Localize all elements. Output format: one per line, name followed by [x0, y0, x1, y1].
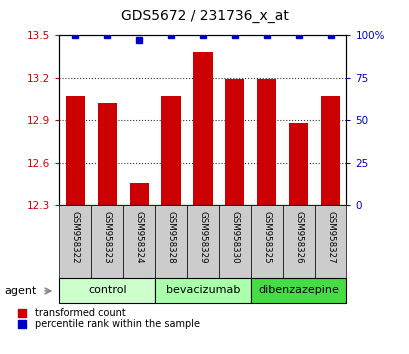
Bar: [129, 183, 148, 205]
Text: GSM958324: GSM958324: [134, 211, 143, 264]
Text: GSM958330: GSM958330: [230, 211, 239, 264]
Bar: [218, 205, 250, 278]
Bar: [282, 205, 314, 278]
Bar: [66, 96, 85, 205]
Bar: [193, 52, 212, 205]
Legend: transformed count, percentile rank within the sample: transformed count, percentile rank withi…: [12, 308, 199, 330]
Text: bevacizumab: bevacizumab: [165, 285, 240, 295]
Bar: [256, 79, 276, 205]
Bar: [187, 205, 218, 278]
Bar: [250, 278, 346, 303]
Bar: [320, 96, 339, 205]
Text: GSM958325: GSM958325: [262, 211, 271, 264]
Bar: [97, 103, 117, 205]
Text: GSM958322: GSM958322: [71, 211, 80, 264]
Bar: [155, 205, 187, 278]
Text: dibenzazepine: dibenzazepine: [258, 285, 338, 295]
Bar: [250, 205, 282, 278]
Bar: [123, 205, 155, 278]
Text: GSM958329: GSM958329: [198, 211, 207, 264]
Text: GSM958326: GSM958326: [293, 211, 302, 264]
Text: agent: agent: [4, 286, 36, 296]
Text: GSM958328: GSM958328: [166, 211, 175, 264]
Bar: [288, 123, 308, 205]
Text: GSM958327: GSM958327: [325, 211, 334, 264]
Text: GDS5672 / 231736_x_at: GDS5672 / 231736_x_at: [121, 9, 288, 23]
Bar: [59, 278, 155, 303]
Bar: [225, 79, 244, 205]
Text: control: control: [88, 285, 126, 295]
Bar: [91, 205, 123, 278]
Bar: [314, 205, 346, 278]
Bar: [161, 96, 180, 205]
Text: GSM958323: GSM958323: [103, 211, 112, 264]
Bar: [155, 278, 250, 303]
Bar: [59, 205, 91, 278]
